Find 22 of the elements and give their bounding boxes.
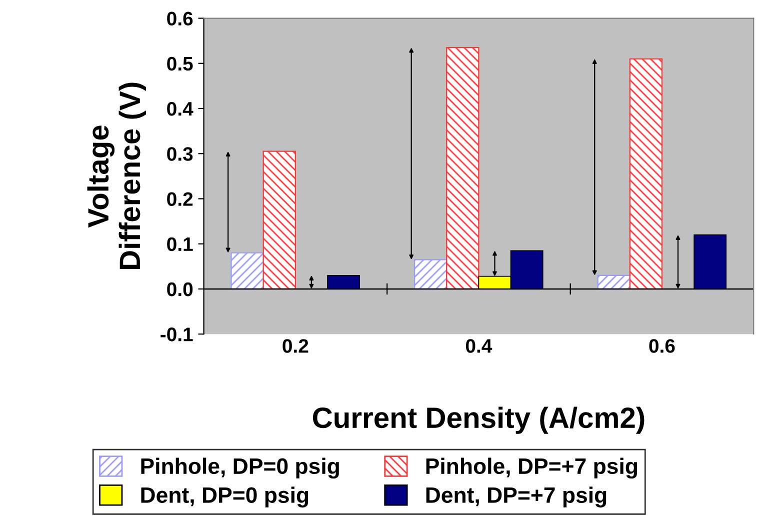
x-axis-title: Current Density (A/cm2) <box>312 406 644 434</box>
y-tick-label: -0.1 <box>160 328 193 342</box>
y-tick-label: 0.3 <box>167 147 193 161</box>
legend-label: Pinhole, DP=+7 psig <box>426 458 638 479</box>
bar <box>414 259 448 290</box>
legend-label: Pinhole, DP=0 psig <box>141 458 339 479</box>
bar <box>230 252 264 290</box>
x-tick-label: 0.6 <box>649 339 675 353</box>
y-tick-label: 0.0 <box>167 282 193 296</box>
bar <box>446 47 480 290</box>
y-tick-label: 0.4 <box>167 102 194 116</box>
y-tick-label: 0.6 <box>167 12 193 26</box>
y-tick-label: 0.1 <box>167 237 193 252</box>
x-tick-label: 0.4 <box>466 339 492 353</box>
x-tick-label: 0.2 <box>282 339 308 353</box>
y-tick-label: 0.5 <box>167 56 193 71</box>
legend-label: Dent, DP=+7 psig <box>426 486 606 508</box>
legend-label: Dent, DP=0 psig <box>141 486 308 508</box>
bar <box>262 150 296 290</box>
bar <box>629 58 663 290</box>
y-tick-label: 0.2 <box>167 192 193 206</box>
y-axis-title: Voltage Difference (V) <box>87 82 146 270</box>
